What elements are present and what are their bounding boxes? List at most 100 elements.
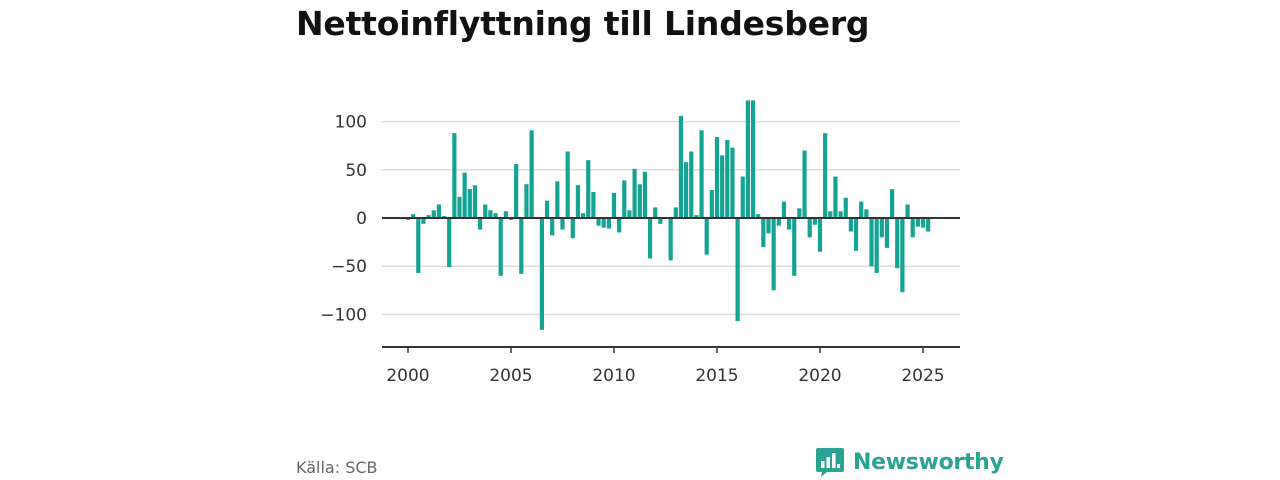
y-tick-label: 100 (335, 113, 367, 133)
bar (735, 218, 740, 322)
source-note: Källa: SCB (296, 458, 378, 477)
bar (637, 184, 642, 218)
bar (596, 218, 601, 226)
bar (421, 218, 426, 224)
bar (658, 218, 663, 224)
bar (838, 211, 843, 218)
x-tick-label: 2025 (901, 366, 944, 386)
bar (781, 201, 787, 218)
y-tick-label: −50 (331, 257, 367, 277)
bar (478, 218, 483, 230)
x-tick-label: 2015 (695, 366, 738, 386)
bar (601, 218, 606, 228)
y-tick-label: 0 (356, 209, 367, 229)
bar (910, 218, 915, 238)
bar (776, 218, 781, 226)
bar (859, 201, 864, 218)
bar (745, 100, 750, 218)
bar (524, 184, 529, 218)
bar (611, 192, 617, 218)
bar (462, 172, 467, 218)
bar (704, 218, 709, 255)
bar (884, 218, 890, 248)
bar (750, 100, 756, 218)
bar (632, 168, 637, 218)
bar (673, 207, 678, 218)
bar (529, 130, 534, 218)
bar (416, 218, 421, 273)
bar (864, 209, 869, 218)
bar (694, 215, 699, 218)
bar (467, 189, 472, 218)
bar (581, 213, 586, 218)
bar (802, 150, 807, 218)
newsworthy-logo-icon (816, 448, 844, 477)
bar (869, 218, 874, 267)
x-tick-label: 2005 (489, 366, 532, 386)
bar (622, 180, 627, 218)
bar (920, 218, 926, 228)
bar (426, 215, 431, 218)
bar (678, 115, 684, 218)
bar (472, 185, 478, 218)
brand-name: Newsworthy (853, 449, 1004, 475)
bar (684, 162, 689, 218)
bar (447, 218, 452, 268)
bar (560, 218, 565, 230)
bar (874, 218, 879, 273)
y-tick-label: −100 (320, 305, 367, 325)
chart-title: Nettoinflyttning till Lindesberg (296, 4, 870, 43)
bar (756, 214, 761, 218)
x-tick-label: 2020 (798, 366, 841, 386)
bar (848, 218, 853, 232)
bar (411, 214, 416, 218)
bar (797, 208, 802, 218)
x-axis: 2000 2005 2010 2015 2020 2025 (386, 347, 945, 386)
bar (586, 160, 591, 218)
bar (905, 204, 910, 218)
bar (493, 213, 498, 218)
bar (890, 189, 895, 218)
bar (740, 176, 745, 218)
bar (730, 147, 735, 218)
bar (565, 151, 570, 218)
y-axis-labels: 100 50 0 −50 −100 (320, 113, 367, 326)
bar (699, 130, 704, 218)
bar (488, 210, 493, 218)
bar (431, 210, 436, 218)
bar (807, 218, 812, 238)
bar (823, 133, 828, 218)
bar (766, 218, 771, 234)
bar (668, 218, 673, 261)
bar (915, 218, 920, 227)
bar (498, 218, 503, 276)
bar (617, 218, 622, 233)
bar (771, 218, 776, 291)
bar (647, 218, 653, 259)
bar (828, 211, 833, 218)
bar (725, 139, 730, 218)
bar (642, 171, 647, 218)
bar (627, 210, 632, 218)
bar (483, 204, 488, 218)
brand-logo: Newsworthy (815, 446, 1004, 478)
bar (895, 218, 900, 269)
x-tick-label: 2010 (592, 366, 635, 386)
bar (436, 204, 441, 218)
bar (689, 151, 694, 218)
bar (812, 218, 817, 225)
gridlines (382, 120, 960, 316)
bar (550, 218, 555, 236)
bar (514, 164, 519, 218)
bar (879, 218, 884, 238)
bar (575, 185, 581, 218)
bar (457, 196, 462, 218)
bar (591, 191, 596, 218)
bar (787, 218, 792, 230)
bar (900, 218, 905, 293)
bar (570, 218, 575, 239)
bar (452, 133, 457, 218)
bar (519, 218, 524, 274)
bar (539, 218, 544, 330)
